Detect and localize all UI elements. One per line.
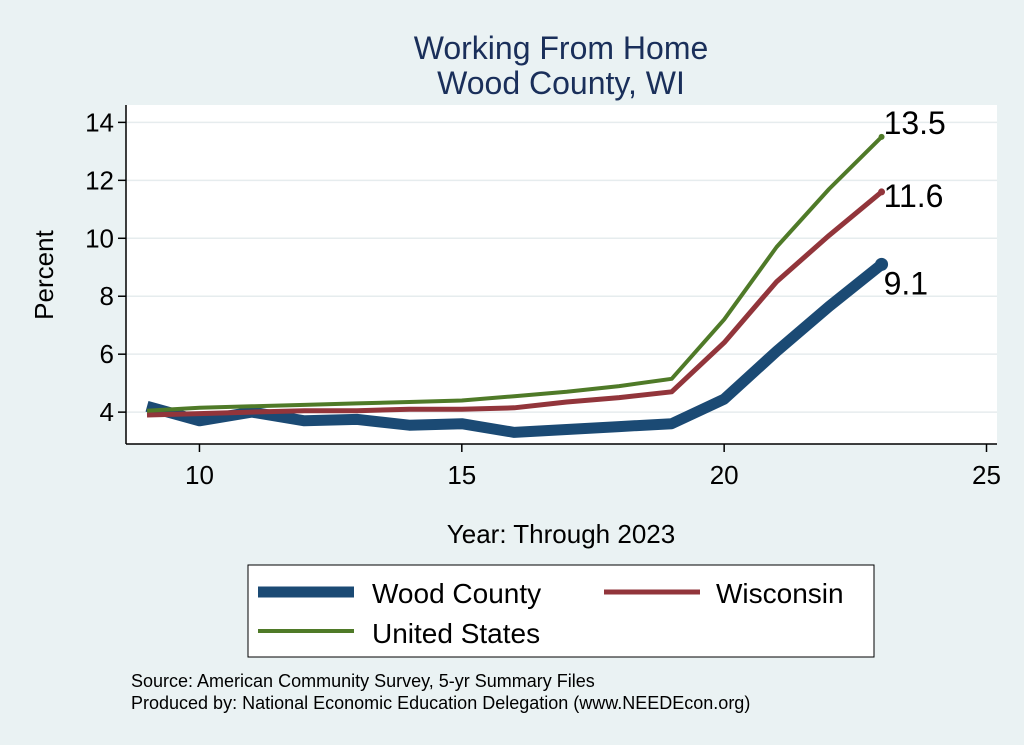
axes: [125, 105, 997, 445]
x-axis-label: Year: Through 2023: [447, 519, 675, 549]
producer-note: Produced by: National Economic Education…: [131, 693, 750, 713]
series-end-point-wood-county: [875, 257, 889, 271]
legend-label-wood-county: Wood County: [372, 578, 541, 609]
series-line-wood-county: [145, 260, 886, 438]
y-axis-label: Percent: [29, 229, 59, 319]
legend-box: [247, 564, 875, 658]
end-labels: 9.1 11.6 13.5: [884, 105, 946, 301]
y-tick-label-4: 4: [100, 397, 114, 427]
series-line-wisconsin: [146, 189, 884, 418]
legend: Wood County Wisconsin United States: [247, 564, 875, 658]
series-line-united-states: [146, 135, 884, 413]
legend-label-united-states: United States: [372, 618, 540, 649]
legend-label-wisconsin: Wisconsin: [716, 578, 844, 609]
y-tick-label-14: 14: [85, 107, 114, 137]
series-lines: [145, 133, 889, 438]
x-tick-label-25: 25: [972, 460, 1001, 490]
chart-title-line-1: Working From Home: [414, 30, 709, 66]
x-tick-label-15: 15: [447, 460, 476, 490]
series-end-point-united-states: [878, 133, 885, 140]
y-tick-label-10: 10: [85, 223, 114, 253]
y-tick-label-8: 8: [100, 281, 114, 311]
source-note: Source: American Community Survey, 5-yr …: [131, 671, 595, 691]
end-label-wisconsin: 11.6: [884, 178, 944, 214]
x-axis-ticks: 10 15 20 25: [185, 444, 1001, 490]
series-end-point-wisconsin: [878, 188, 886, 196]
y-tick-label-6: 6: [100, 339, 114, 369]
y-axis-ticks: 4 6 8 10 12 14: [85, 107, 126, 427]
x-tick-label-10: 10: [185, 460, 214, 490]
end-label-wood-county: 9.1: [884, 265, 928, 301]
y-tick-label-12: 12: [85, 165, 114, 195]
end-label-united-states: 13.5: [884, 105, 946, 141]
x-tick-label-20: 20: [710, 460, 739, 490]
chart-title-line-2: Wood County, WI: [437, 65, 685, 101]
plot-area: [126, 105, 997, 444]
